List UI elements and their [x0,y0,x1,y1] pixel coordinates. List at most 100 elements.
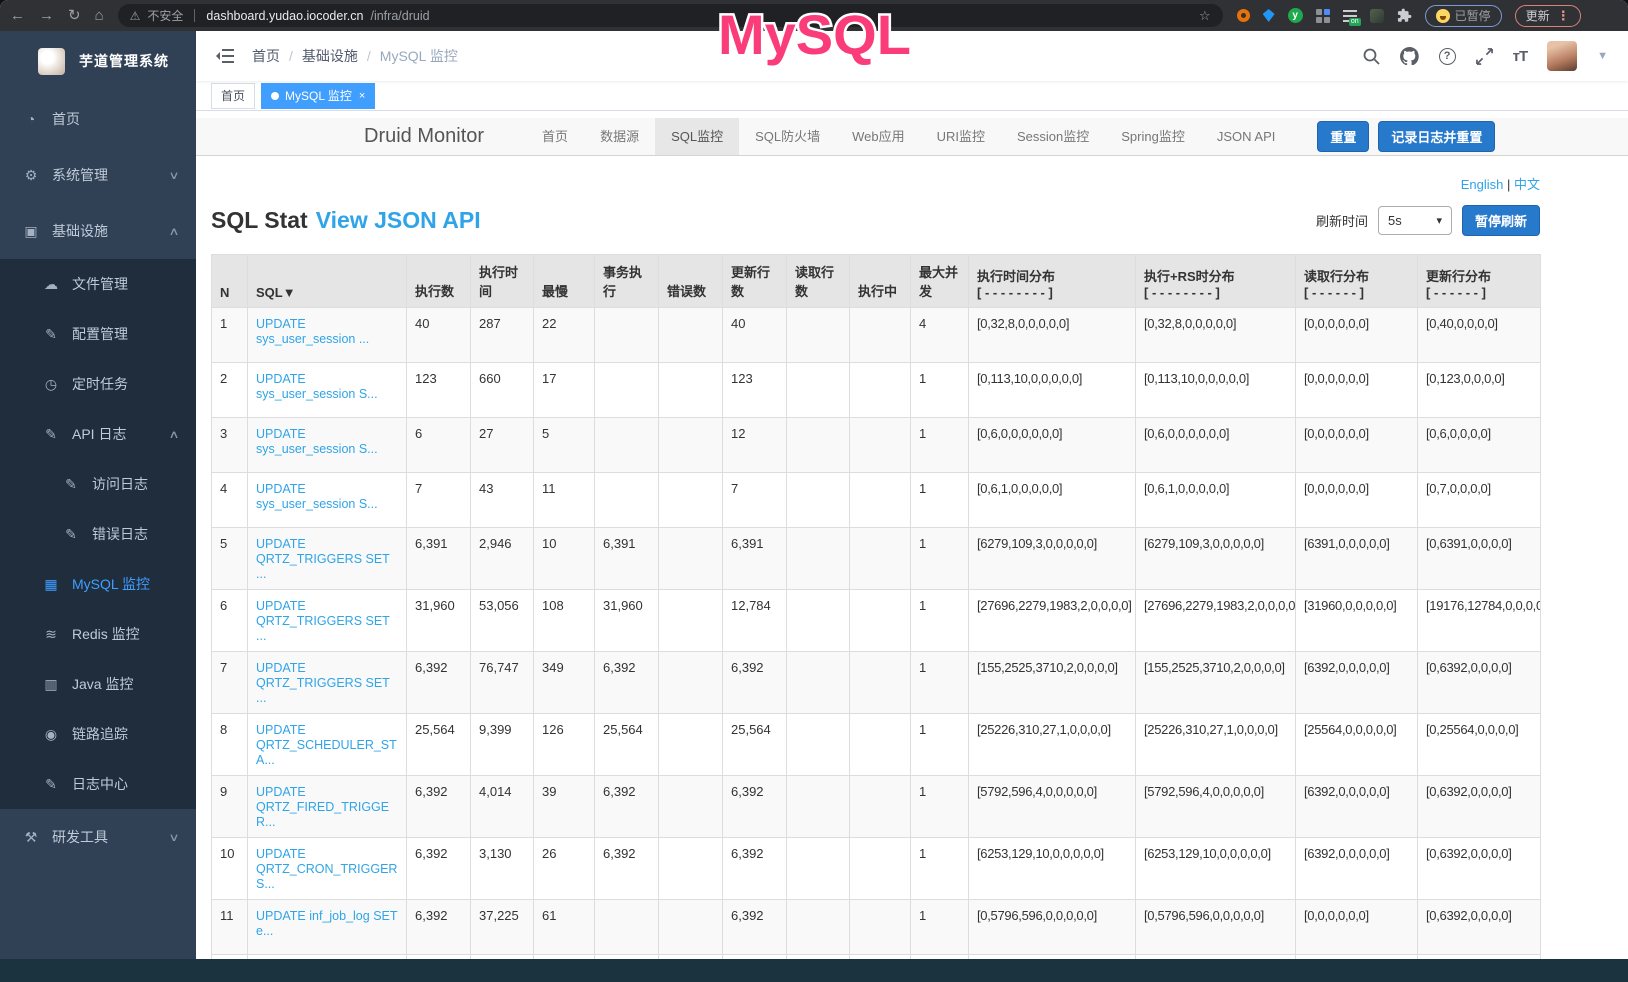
sidebar-item-dev-tools[interactable]: ⚒ 研发工具 ∨ [0,809,196,865]
column-header[interactable]: 执行中 [849,254,911,308]
column-header[interactable]: 执行时间分布[ - - - - - - - - ] [968,254,1136,308]
view-json-api-link[interactable]: View JSON API [315,207,481,233]
sidebar-item-error-log[interactable]: ✎ 错误日志 [0,509,196,559]
sql-statement-link[interactable]: UPDATE QRTZ_TRIGGERS SET ... [256,599,390,643]
column-header[interactable]: 最大并发 [910,254,969,308]
column-header[interactable]: 更新行分布[ - - - - - - ] [1417,254,1541,308]
squares-extension-icon[interactable] [1315,8,1330,23]
druid-menu-item[interactable]: SQL防火墙 [755,129,821,144]
sql-statement-link[interactable]: UPDATE sys_user_session S... [256,372,378,401]
column-header[interactable]: 执行数 [406,254,471,308]
user-avatar[interactable] [1547,41,1578,71]
sidebar-item-file-manage[interactable]: ☁ 文件管理 [0,259,196,309]
sql-statement-link[interactable]: UPDATE sys_user_session ... [256,317,370,346]
sidebar-item-java-monitor[interactable]: ▥ Java 监控 [0,659,196,709]
sidebar-logo-row[interactable]: 芋道管理系统 [0,31,196,91]
sql-statement-link[interactable]: UPDATE QRTZ_FIRED_TRIGGER... [256,785,390,829]
bookmark-star-icon[interactable]: ☆ [1198,7,1211,23]
cell-exec_time: 660 [470,362,534,418]
reset-button[interactable]: 重置 [1317,121,1370,152]
kebab-menu-icon[interactable]: ⋮ [1556,7,1570,23]
sql-statement-link[interactable]: UPDATE inf_job_log SET e... [256,909,398,938]
cell-update_rows_dist: [0,6392,0,0,0,0] [1417,837,1541,900]
sidebar-item-log-center[interactable]: ✎ 日志中心 [0,759,196,809]
pause-refresh-button[interactable]: 暂停刷新 [1461,205,1540,236]
sidebar-item-mysql-monitor[interactable]: ▦ MySQL 监控 [0,559,196,609]
log-and-reset-button[interactable]: 记录日志并重置 [1378,121,1496,152]
column-header[interactable]: 错误数 [658,254,723,308]
sidebar-item-trace[interactable]: ◉ 链路追踪 [0,709,196,759]
not-secure-warning-icon[interactable]: ⚠ [129,8,141,23]
refresh-interval-select[interactable]: 5s ▾ [1377,206,1452,235]
cell-update_rows: 12,784 [722,589,787,652]
sql-statement-link[interactable]: UPDATE QRTZ_CRON_TRIGGERS... [256,847,398,891]
chevron-down-icon[interactable]: ▼ [1597,50,1608,62]
druid-menu-item[interactable]: URI监控 [936,129,985,144]
cell-error_count [658,417,723,473]
blue-gem-extension-icon[interactable] [1262,9,1275,22]
profile-photo-extension-icon[interactable] [1369,8,1384,23]
sql-statement-link[interactable]: UPDATE QRTZ_SCHEDULER_STA... [256,723,397,767]
breadcrumb-home[interactable]: 首页 [252,48,280,64]
sidebar-fold-icon[interactable] [216,48,234,64]
druid-menu-item[interactable]: 数据源 [600,129,640,144]
sidebar-item-config-manage[interactable]: ✎ 配置管理 [0,309,196,359]
cell-read_rows_dist: [0,0,0,0,0,0] [1295,417,1418,473]
orange-donut-extension-icon[interactable] [1236,9,1250,22]
sidebar-item-api-log[interactable]: ✎ API 日志 ∧ [0,409,196,459]
sql-statement-link[interactable]: UPDATE QRTZ_TRIGGERS SET ... [256,661,390,705]
fullscreen-icon[interactable] [1475,47,1493,65]
druid-menu-item[interactable]: JSON API [1216,129,1276,144]
font-size-icon[interactable]: тT [1512,47,1528,65]
github-icon[interactable] [1399,47,1419,65]
cell-exec_count: 6,392 [406,837,471,900]
column-header[interactable]: 事务执行 [594,254,659,308]
sidebar-item-scheduled-job[interactable]: ◷ 定时任务 [0,359,196,409]
druid-brand[interactable]: Druid Monitor [364,125,485,147]
help-icon[interactable]: ? [1438,47,1456,65]
not-secure-label[interactable]: 不安全 [147,9,184,23]
puzzle-extension-icon[interactable] [1397,8,1412,23]
lang-english-link[interactable]: English [1460,177,1504,192]
column-header[interactable]: SQL▼ [247,254,407,308]
cell-max_concurrent: 1 [910,417,969,473]
sidebar-item-home[interactable]: ◔ 首页 [0,91,196,147]
sidebar-item-access-log[interactable]: ✎ 访问日志 [0,459,196,509]
tab-mysql-monitor[interactable]: MySQL 监控 × [261,82,376,109]
lang-chinese-link[interactable]: 中文 [1513,177,1540,192]
druid-menu-item[interactable]: 首页 [542,129,569,144]
druid-menu-item[interactable]: SQL监控 [655,118,740,155]
emoji-face-icon [1435,8,1450,23]
search-icon[interactable] [1362,47,1380,65]
sidebar-item-infra[interactable]: ▣ 基础设施 ∧ [0,203,196,259]
druid-menu-item[interactable]: Session监控 [1017,129,1090,144]
url-bar[interactable]: ⚠ 不安全 dashboard.yudao.iocoder.cn/infra/d… [117,4,1223,27]
home-icon[interactable]: ⌂ [94,7,104,24]
forward-icon[interactable]: → [39,7,54,24]
breadcrumb-infra[interactable]: 基础设施 [301,48,358,64]
druid-menu-item[interactable]: Spring监控 [1121,129,1185,144]
sql-statement-link[interactable]: UPDATE sys_user_session S... [256,482,378,511]
column-header[interactable]: 更新行数 [722,254,787,308]
back-icon[interactable]: ← [10,7,25,24]
column-header[interactable]: N [211,254,248,308]
column-header[interactable]: 执行+RS时分布[ - - - - - - - - ] [1135,254,1296,308]
green-y-extension-icon[interactable]: y [1287,8,1303,23]
url-host[interactable]: dashboard.yudao.iocoder.cn [206,8,364,23]
url-path[interactable]: /infra/druid [370,8,430,23]
tab-close-icon[interactable]: × [358,89,366,102]
column-header[interactable]: 最慢 [533,254,595,308]
sql-statement-link[interactable]: UPDATE sys_user_session S... [256,427,378,456]
paused-badge[interactable]: 已暂停 [1424,4,1502,27]
reload-icon[interactable]: ↻ [68,7,81,24]
column-header[interactable]: 读取行分布[ - - - - - - ] [1295,254,1418,308]
list-on-extension-icon[interactable]: on [1342,9,1361,26]
tab-home[interactable]: 首页 [211,82,256,109]
column-header[interactable]: 执行时间 [470,254,534,308]
sql-statement-link[interactable]: UPDATE QRTZ_TRIGGERS SET ... [256,537,390,581]
column-header[interactable]: 读取行数 [786,254,850,308]
sidebar-item-system[interactable]: ⚙ 系统管理 ∨ [0,147,196,203]
sidebar-item-redis-monitor[interactable]: ≋ Redis 监控 [0,609,196,659]
druid-menu-item[interactable]: Web应用 [852,129,905,144]
update-button[interactable]: 更新 ⋮ [1514,4,1581,27]
